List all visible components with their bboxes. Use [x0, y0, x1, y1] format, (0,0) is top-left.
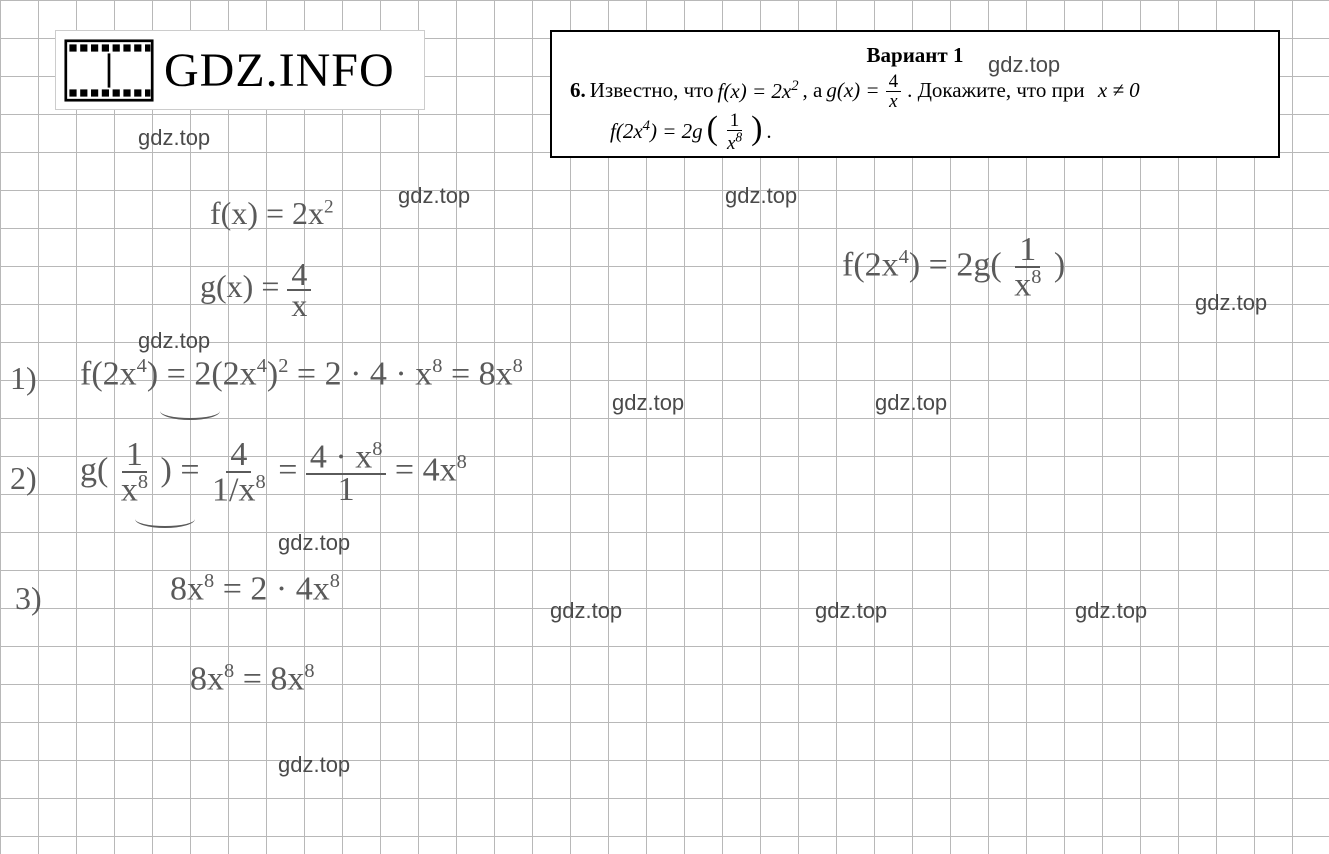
problem-g-frac: 4 x — [886, 72, 902, 111]
step1-label: 1) — [10, 360, 37, 397]
s2f1ds: 8 — [138, 471, 148, 493]
watermark: gdz.top — [138, 125, 210, 151]
l2ds: 8 — [735, 130, 742, 145]
s2c: = — [278, 452, 306, 489]
underarc-1 — [160, 402, 220, 420]
g-den: x — [889, 91, 897, 112]
problem-cond: x ≠ 0 — [1098, 75, 1140, 107]
h3s1: 4 — [899, 246, 909, 268]
hand-fx-def: f(x) = 2x2 — [210, 195, 334, 232]
l2a: f(2x — [610, 119, 643, 143]
h1: f(x) = 2x — [210, 195, 324, 231]
watermark: gdz.top — [725, 183, 797, 209]
l2-frac: 1 x8 — [724, 111, 745, 153]
problem-line2: f(2x4) = 2g ( 1 x8 ). — [570, 111, 1260, 153]
l2asup: 4 — [643, 118, 650, 134]
step2-label: 2) — [10, 460, 37, 497]
h3n: 1 — [1015, 235, 1040, 268]
s2b: ) = — [161, 452, 209, 489]
h3b: ) = 2g( — [909, 247, 1002, 284]
problem-gx: g(x) = — [826, 75, 879, 107]
s1s1: 4 — [137, 355, 147, 377]
h3da: x — [1014, 266, 1031, 303]
s4s2: 8 — [304, 660, 314, 682]
problem-number: 6. — [570, 75, 586, 107]
s1c: ) — [267, 355, 278, 392]
s3b: = 2 · 4x — [214, 570, 330, 607]
watermark: gdz.top — [815, 598, 887, 624]
s4s1: 8 — [224, 660, 234, 682]
step2: g( 1 x8 ) = 4 1/x8 = 4 · x8 1 = 4x8 — [80, 440, 467, 506]
step3: 8x8 = 2 · 4x8 — [170, 570, 340, 608]
step4: 8x8 = 8x8 — [190, 660, 315, 698]
problem-text-c: . Докажите, что при — [907, 75, 1084, 107]
l2b: ) = 2g — [650, 119, 703, 143]
s1e: = 8x — [442, 355, 512, 392]
s3a: 8x — [170, 570, 204, 607]
problem-variant: Вариант 1 — [570, 40, 1260, 72]
s2f3: 4 · x8 1 — [306, 440, 387, 506]
s2f3na: 4 · x — [310, 438, 372, 475]
step3-label: 3) — [15, 580, 42, 617]
s1a: f(2x — [80, 355, 137, 392]
film-strip-icon — [64, 38, 154, 103]
watermark: gdz.top — [612, 390, 684, 416]
s2f1: 1 x8 — [117, 440, 152, 506]
hand-gx-def: g(x) = 4 x — [200, 260, 311, 320]
l2n: 1 — [727, 111, 743, 131]
watermark: gdz.top — [1195, 290, 1267, 316]
g-num: 4 — [886, 72, 902, 92]
s2f2: 4 1/x8 — [208, 440, 270, 506]
s2a: g( — [80, 452, 108, 489]
s2d: = 4x — [395, 452, 457, 489]
watermark: gdz.top — [988, 52, 1060, 78]
s3s2: 8 — [330, 570, 340, 592]
problem-text-b: , а — [803, 75, 823, 107]
watermark: gdz.top — [398, 183, 470, 209]
underarc-2 — [135, 510, 195, 528]
s3s1: 8 — [204, 570, 214, 592]
h3ds: 8 — [1031, 266, 1041, 288]
problem-fx-sup: 2 — [791, 78, 798, 94]
h2: g(x) = — [200, 268, 287, 304]
problem-fx: f(x) = 2x — [718, 79, 792, 103]
h3c: ) — [1054, 247, 1065, 284]
watermark: gdz.top — [278, 530, 350, 556]
s2f1da: x — [121, 471, 138, 508]
logo-box: GDZ.INFO — [55, 30, 425, 110]
watermark: gdz.top — [1075, 598, 1147, 624]
s2f2da: 1/x — [212, 471, 255, 508]
h2d: x — [287, 291, 311, 320]
hand-claim: f(2x4) = 2g( 1 x8 ) — [842, 235, 1065, 301]
s1s4: 8 — [432, 355, 442, 377]
h2-frac: 4 x — [287, 260, 311, 320]
logo-text: GDZ.INFO — [164, 43, 395, 98]
s2f2n: 4 — [226, 440, 251, 473]
s2f1n: 1 — [122, 440, 147, 473]
h3a: f(2x — [842, 247, 899, 284]
s2s: 8 — [457, 451, 467, 473]
problem-box: Вариант 1 6. Известно, что f(x) = 2x2 , а… — [550, 30, 1280, 158]
h1s: 2 — [324, 196, 334, 217]
s1b: ) = 2(2x — [147, 355, 257, 392]
watermark: gdz.top — [138, 328, 210, 354]
s1s3: 2 — [278, 355, 288, 377]
s1s2: 4 — [257, 355, 267, 377]
watermark: gdz.top — [550, 598, 622, 624]
s2f2ds: 8 — [255, 471, 265, 493]
s4a: 8x — [190, 660, 224, 697]
watermark: gdz.top — [875, 390, 947, 416]
s1s5: 8 — [513, 355, 523, 377]
step1: f(2x4) = 2(2x4)2 = 2 · 4 · x8 = 8x8 — [80, 355, 523, 393]
s2f3ns: 8 — [372, 438, 382, 460]
s2f3d: 1 — [334, 475, 359, 506]
l2end: . — [766, 116, 771, 148]
problem-line1: 6. Известно, что f(x) = 2x2 , а g(x) = 4 … — [570, 72, 1260, 111]
s1d: = 2 · 4 · x — [288, 355, 432, 392]
h3-frac: 1 x8 — [1010, 235, 1045, 301]
watermark: gdz.top — [278, 752, 350, 778]
s4b: = 8x — [234, 660, 304, 697]
problem-text-a: Известно, что — [590, 75, 714, 107]
